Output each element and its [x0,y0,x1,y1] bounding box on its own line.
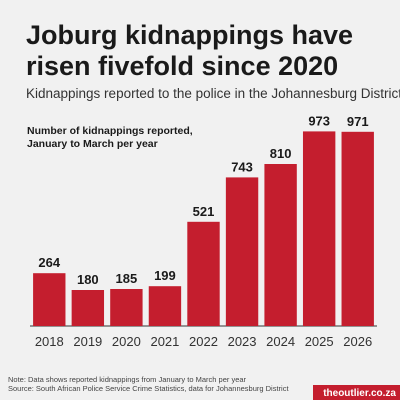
subtitle: Kidnappings reported to the police in th… [26,86,400,101]
value-label: 199 [154,268,176,283]
bar [264,164,297,326]
chart-title: risen fivefold since 2020 [26,51,338,81]
annotation: Number of kidnappings reported, [27,125,193,137]
bar [341,131,374,326]
brand-box [313,385,400,400]
x-tick-label: 2025 [305,334,334,349]
brand: theoutlier.co.za [323,388,396,399]
x-tick-label: 2021 [150,334,179,349]
note: Note: Data shows reported kidnappings fr… [8,375,247,384]
x-tick-label: 2018 [35,334,64,349]
value-label: 973 [308,113,330,128]
value-label: 264 [38,255,60,270]
bar [33,273,66,326]
source: Source: South African Police Service Cri… [8,384,289,393]
x-tick-label: 2026 [343,334,372,349]
bar [302,131,336,326]
value-label: 743 [231,159,253,174]
value-label: 521 [193,204,215,219]
x-tick-label: 2023 [228,334,257,349]
bar [187,221,220,326]
bar [110,289,143,326]
x-tick-label: 2020 [112,334,141,349]
value-label: 810 [270,146,292,161]
bar [71,290,105,326]
annotation: January to March per year [27,138,158,150]
bar [148,286,182,326]
x-tick-label: 2022 [189,334,218,349]
x-tick-label: 2019 [73,334,102,349]
value-label: 180 [77,272,99,287]
x-tick-label: 2024 [266,334,295,349]
bar [225,177,259,326]
chart-title: Joburg kidnappings have [26,20,353,50]
value-label: 971 [347,114,369,129]
value-label: 185 [116,271,138,286]
